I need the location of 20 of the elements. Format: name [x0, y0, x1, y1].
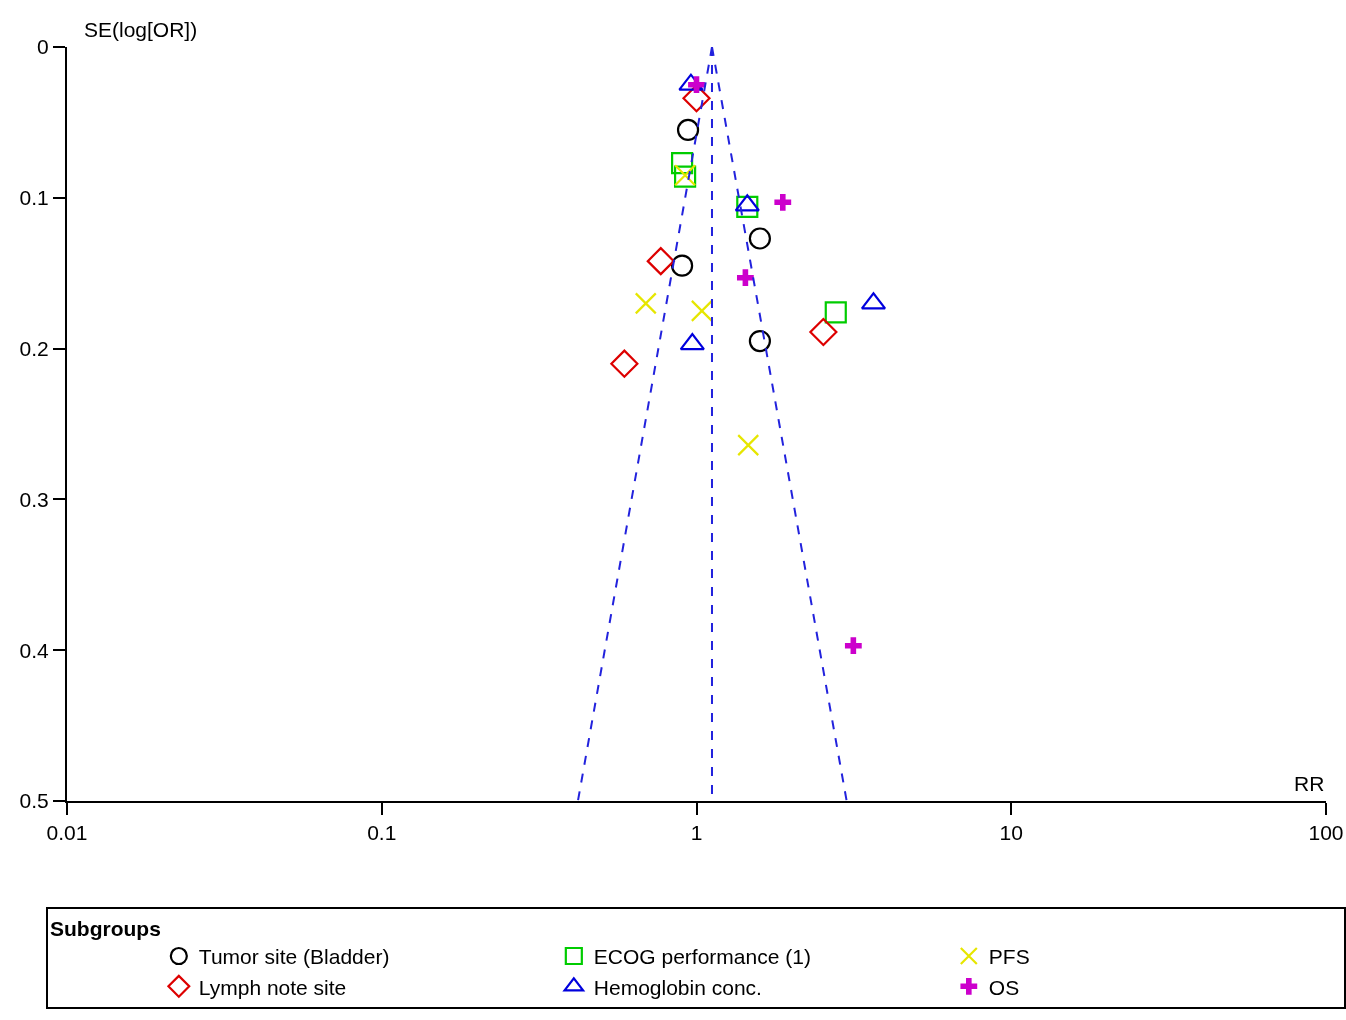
x-tick-label: 10 — [999, 821, 1023, 845]
y-tick-label: 0 — [37, 35, 49, 59]
x-tick-label: 100 — [1308, 821, 1344, 845]
legend-label: Hemoglobin conc. — [593, 975, 762, 999]
legend-label: Tumor site (Bladder) — [198, 945, 390, 969]
x-tick-label: 0.01 — [46, 821, 88, 845]
y-tick-label: 0.5 — [19, 789, 49, 813]
legend-title: Subgroups — [50, 916, 161, 940]
y-tick-label: 0.4 — [19, 638, 50, 662]
legend-label: Lymph note site — [198, 975, 347, 999]
legend-label: ECOG performance (1) — [593, 945, 811, 969]
legend-label: PFS — [988, 945, 1030, 969]
x-axis-title: RR — [1294, 772, 1325, 795]
x-tick-label: 1 — [690, 821, 703, 845]
y-tick-label: 0.1 — [19, 186, 49, 210]
legend-label: OS — [988, 975, 1020, 999]
y-tick-label: 0.2 — [19, 336, 49, 360]
y-axis-title: SE(log[OR]) — [84, 18, 198, 41]
y-tick-label: 0.3 — [19, 487, 49, 511]
x-tick-label: 0.1 — [367, 821, 397, 845]
